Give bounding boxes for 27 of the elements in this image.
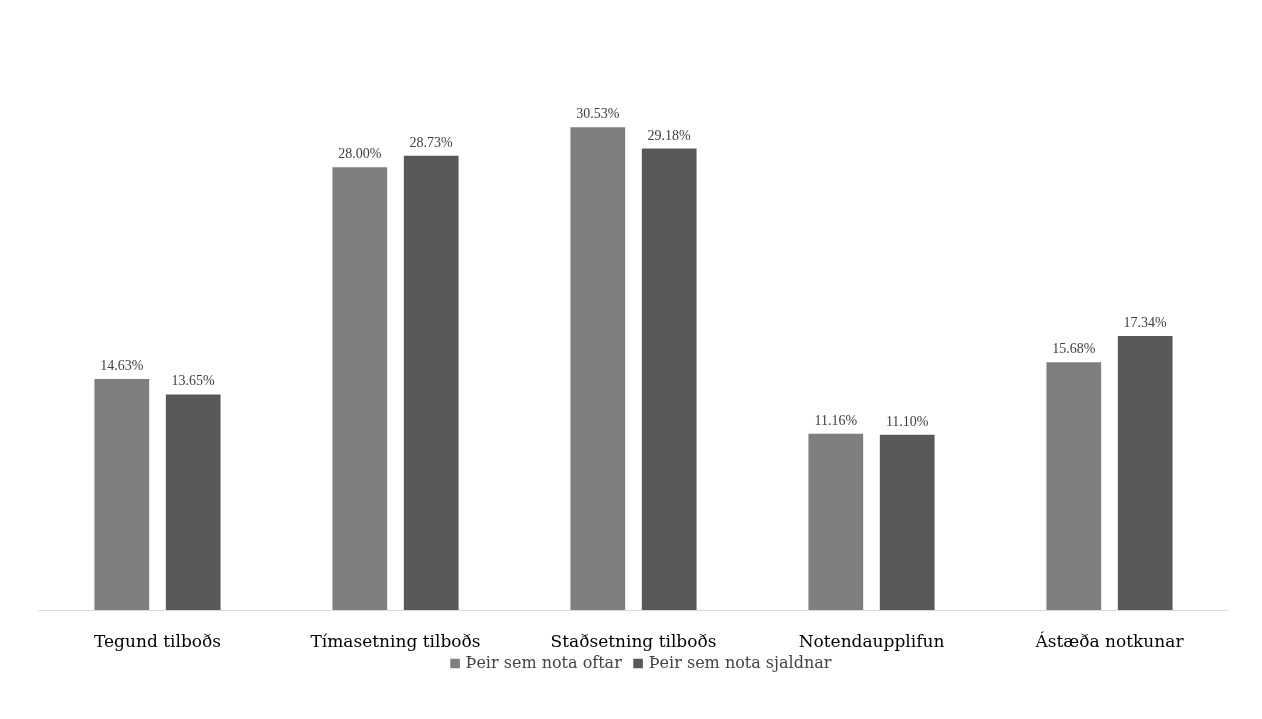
bar bbox=[808, 433, 864, 611]
data-label: 28.73% bbox=[409, 134, 454, 150]
bar bbox=[879, 434, 935, 611]
bar bbox=[641, 148, 697, 611]
bar bbox=[165, 394, 221, 611]
data-label: 29.18% bbox=[647, 127, 692, 143]
data-label: 17.34% bbox=[1123, 314, 1168, 330]
bar bbox=[94, 378, 150, 611]
x-tick-label: Tegund tilboðs bbox=[94, 630, 221, 651]
bar bbox=[1046, 362, 1102, 611]
data-label: 15.68% bbox=[1052, 341, 1096, 357]
data-label: 11.16% bbox=[814, 412, 858, 428]
bar bbox=[332, 167, 388, 611]
x-tick-label: Staðsetning tilboðs bbox=[550, 630, 717, 651]
data-label: 14.63% bbox=[100, 357, 144, 373]
data-label: 30.53% bbox=[576, 106, 620, 122]
x-tick-label: Tímasetning tilboðs bbox=[310, 630, 481, 651]
legend-label: Þeir sem nota oftar bbox=[465, 653, 622, 672]
bar bbox=[570, 127, 626, 611]
x-tick-label: Notendaupplifun bbox=[798, 630, 945, 651]
data-label: 13.65% bbox=[171, 373, 216, 389]
bar bbox=[403, 155, 459, 611]
data-label: 11.10% bbox=[885, 413, 929, 429]
data-label: 28.00% bbox=[338, 146, 382, 162]
x-tick-label: Ástæða notkunar bbox=[1034, 630, 1185, 651]
legend-label: Þeir sem nota sjaldnar bbox=[648, 653, 832, 672]
bar bbox=[1117, 335, 1173, 611]
